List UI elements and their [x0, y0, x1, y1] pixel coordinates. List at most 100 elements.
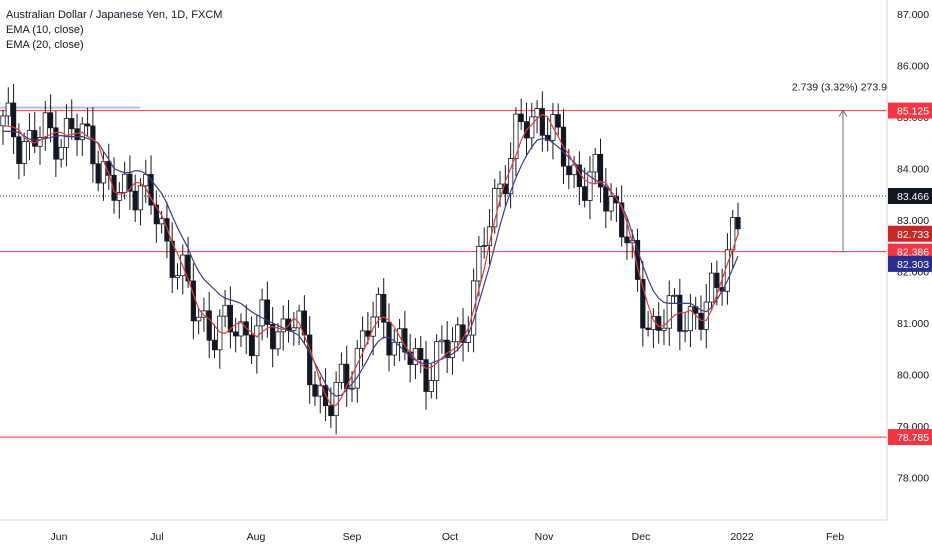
price-badge: [888, 243, 932, 260]
candle-down: [365, 330, 371, 337]
candle-down: [164, 218, 170, 242]
candle-up: [492, 188, 498, 228]
candle-up: [333, 382, 339, 417]
candle-down: [735, 217, 741, 230]
candle-down: [312, 384, 318, 397]
price-range-measure[interactable]: 2.739 (3.32%) 273.9: [792, 82, 887, 253]
candle-down: [423, 359, 429, 392]
candle-down: [603, 186, 609, 212]
candle-down: [32, 130, 38, 147]
price-tick-label: 80.000: [897, 370, 929, 382]
candle-down: [582, 186, 588, 201]
candle-down: [95, 163, 101, 184]
time-tick-label: Jun: [51, 531, 68, 543]
chart-legend: Australian Dollar / Japanese Yen, 1D, FX…: [6, 8, 222, 53]
candle-up: [349, 387, 355, 390]
candle-up: [671, 294, 678, 297]
candle-down: [597, 154, 604, 188]
ema-20-line: [3, 130, 739, 397]
candle-down: [148, 174, 154, 206]
candle-up: [481, 245, 487, 247]
candle-down: [132, 190, 138, 211]
candle-up: [682, 330, 688, 333]
time-tick-label: Nov: [535, 531, 554, 543]
candle-up: [5, 102, 11, 117]
candle-up: [608, 196, 614, 212]
candle-down: [90, 125, 96, 165]
candle-down: [624, 236, 630, 244]
candle-up: [508, 158, 514, 195]
candle-up: [359, 330, 366, 349]
price-tick-label: 86.000: [897, 61, 929, 73]
horizontal-levels: [0, 106, 887, 438]
candle-down: [53, 127, 59, 160]
candle-down: [555, 114, 561, 128]
symbol-title[interactable]: Australian Dollar / Japanese Yen, 1D, FX…: [6, 9, 223, 21]
time-tick-label: Oct: [442, 531, 458, 543]
candle-down: [444, 339, 450, 358]
candle-down: [566, 165, 572, 176]
candle-down: [10, 102, 17, 138]
candle-up: [58, 146, 64, 160]
price-tick-label: 83.000: [897, 215, 929, 227]
candle-down: [381, 293, 387, 323]
candle-down: [248, 334, 255, 357]
price-badge-label: 82.386: [897, 247, 929, 259]
candle-up: [497, 183, 503, 189]
candle-down: [619, 202, 625, 238]
candle-down: [111, 174, 117, 201]
candle-down: [545, 134, 551, 141]
time-tick-label: Aug: [247, 531, 266, 543]
candle-down: [328, 405, 334, 417]
candle-up: [280, 318, 286, 333]
candle-up: [687, 306, 694, 332]
candle-up: [238, 321, 244, 337]
candle-up: [42, 112, 48, 138]
candle-up: [661, 327, 667, 331]
ema-slow-legend[interactable]: EMA (20, close): [6, 39, 84, 51]
candle-up: [21, 141, 27, 164]
candle-down: [307, 334, 313, 386]
candle-down: [16, 136, 22, 164]
candle-up: [375, 293, 382, 318]
time-tick-label: Feb: [826, 531, 844, 543]
candle-up: [254, 325, 260, 357]
candle-down: [233, 331, 239, 337]
candle-up: [201, 310, 207, 318]
price-badge: [888, 188, 932, 205]
candle-down: [211, 339, 218, 351]
candle-up: [63, 118, 70, 148]
price-badge: [888, 225, 932, 242]
candle-up: [439, 339, 445, 343]
candle-up: [391, 341, 397, 356]
candle-down: [418, 348, 424, 361]
candle-up: [666, 295, 672, 329]
measure-arrowhead: [838, 109, 848, 117]
candle-up: [703, 301, 709, 330]
price-tick-label: 81.000: [897, 318, 929, 330]
candle-up: [137, 185, 144, 211]
time-tick-label: Jul: [150, 531, 163, 543]
time-tick-label: Sep: [343, 531, 362, 543]
candle-up: [476, 245, 482, 282]
candle-up: [116, 192, 122, 201]
price-badge: [888, 255, 932, 272]
candle-up: [513, 113, 519, 159]
candle-down: [127, 173, 133, 192]
candle-down: [153, 204, 159, 225]
price-tick-label: 87.000: [897, 9, 929, 21]
candle-up: [0, 115, 6, 127]
price-badge-label: 78.785: [897, 432, 929, 444]
candle-up: [708, 272, 715, 303]
candle-up: [122, 173, 128, 193]
candle-down: [613, 196, 619, 204]
candle-up: [370, 316, 376, 337]
ema-fast-legend[interactable]: EMA (10, close): [6, 24, 84, 36]
candle-down: [190, 280, 196, 322]
candle-down: [698, 312, 704, 330]
candle-down: [185, 254, 191, 282]
candle-down: [344, 363, 350, 390]
ema-10-line: [2, 113, 739, 407]
candle-down: [539, 108, 545, 136]
